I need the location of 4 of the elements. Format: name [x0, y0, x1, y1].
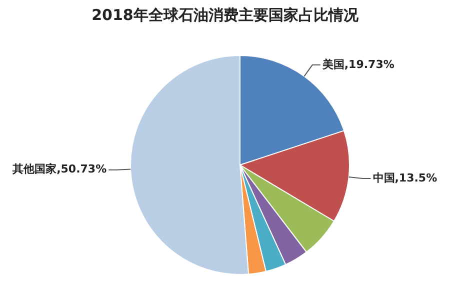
chart-title: 2018年全球石油消费主要国家占比情况 — [90, 5, 360, 26]
slice-label: 美国,19.73% — [321, 58, 394, 71]
slice-label: 其他国家,50.73% — [12, 162, 107, 176]
slice-label: 中国,13.5% — [372, 171, 438, 184]
